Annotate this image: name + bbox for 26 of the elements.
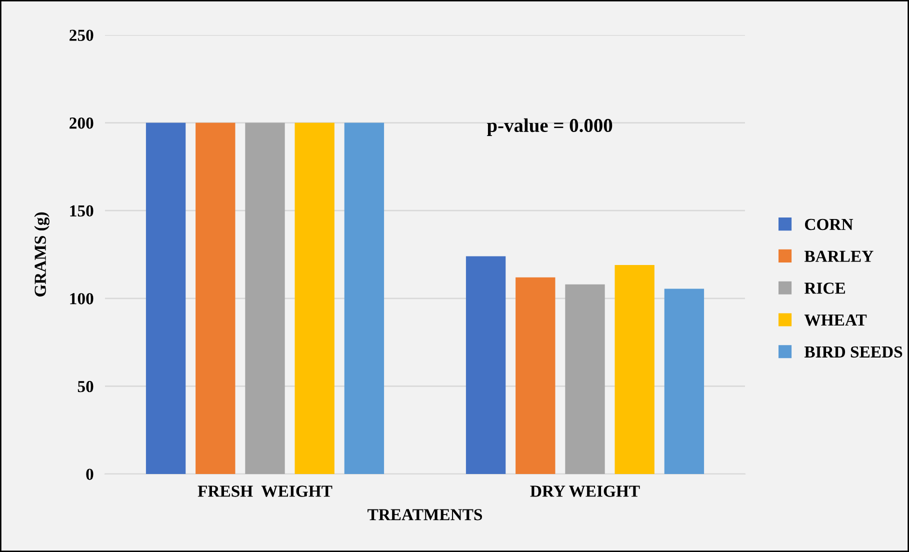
bar <box>146 122 186 474</box>
y-tick-label: 100 <box>70 293 94 304</box>
y-tick-label: 0 <box>86 468 94 480</box>
legend-label: WHEAT <box>804 314 867 326</box>
bar <box>664 288 704 474</box>
bar <box>196 122 236 474</box>
legend-label: BARLEY <box>804 250 874 262</box>
annotation: p-value = 0.000 <box>486 118 612 136</box>
x-tick-label: FRESH WEIGHT <box>198 486 332 497</box>
bar <box>614 265 654 474</box>
x-tick-label: DRY WEIGHT <box>530 486 640 497</box>
y-tick-label: 50 <box>78 380 94 392</box>
bar <box>516 277 556 474</box>
bar <box>245 122 285 474</box>
y-tick-label: 150 <box>70 205 94 217</box>
y-tick-label: 200 <box>70 118 94 129</box>
legend-label: BIRD SEEDS <box>804 346 902 358</box>
bar <box>344 122 384 474</box>
bar <box>294 122 334 474</box>
legend-label: RICE <box>804 282 846 294</box>
bar <box>565 284 605 474</box>
y-axis-title: GRAMS (g) <box>34 212 50 297</box>
legend-label: CORN <box>805 218 854 230</box>
bar <box>466 256 506 474</box>
x-axis-title: TREATMENTS <box>368 509 482 520</box>
y-tick-label: 250 <box>70 30 94 41</box>
